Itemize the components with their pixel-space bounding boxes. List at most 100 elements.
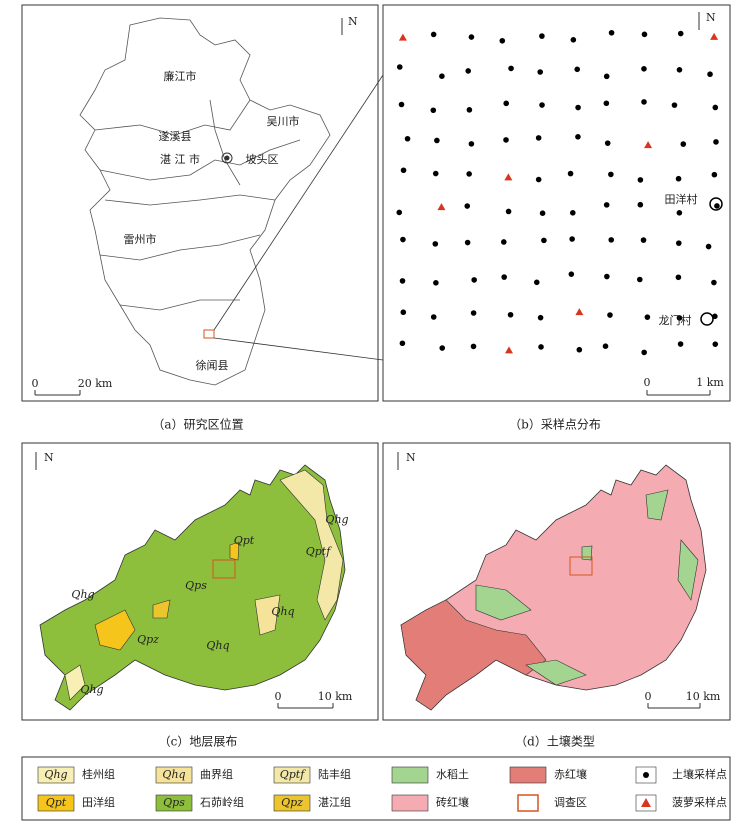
soil-point [464, 203, 471, 209]
soil-point [470, 343, 477, 350]
soil-point [714, 203, 720, 209]
soil-point [464, 239, 471, 246]
map-label: Qhg [71, 588, 94, 601]
legend-code: Qps [163, 796, 185, 809]
soil-point [466, 107, 473, 113]
soil-point [539, 33, 545, 39]
scale-label: 1 km [696, 376, 724, 389]
legend-code: Qhq [162, 768, 185, 781]
soil-point [711, 171, 718, 178]
soil-point [537, 314, 544, 321]
soil-point [568, 271, 575, 277]
panel-b-frame [382, 4, 731, 402]
legend-label: 石茆岭组 [200, 795, 244, 809]
pineapple-point [398, 33, 407, 41]
soil-point [604, 140, 611, 146]
pineapple-point [644, 141, 653, 149]
soil-point [671, 102, 678, 108]
soil-point [705, 243, 712, 250]
legend-label: 田洋组 [82, 795, 115, 809]
legend-box [635, 766, 657, 784]
legend-swatch [273, 766, 311, 784]
soil-point [468, 141, 475, 147]
soil-point [608, 237, 615, 243]
soil-point [539, 210, 546, 216]
legend-label: 赤红壤 [554, 767, 587, 781]
panel-a-frame [21, 4, 379, 402]
soil-point [468, 34, 475, 40]
soil-point [575, 104, 581, 111]
soil-point [677, 341, 684, 347]
soil-point [499, 37, 506, 44]
legend-swatch [273, 794, 311, 812]
scale-label: 0 [645, 690, 652, 703]
soil-point [602, 343, 609, 349]
map-label: 徐闻县 [196, 358, 229, 372]
soil-point [399, 340, 406, 347]
north-arrow: N [348, 15, 358, 28]
pineapple-point [437, 203, 446, 211]
soil-point [505, 208, 512, 215]
legend-swatch [155, 794, 193, 812]
legend-code: Qpz [281, 796, 303, 809]
soil-point [677, 30, 684, 37]
soil-point [396, 209, 403, 216]
legend-swatch [391, 794, 429, 812]
legend-label: 湛江组 [318, 795, 351, 809]
panel-caption: （d）土壤类型 [515, 734, 595, 749]
soil-point [432, 241, 439, 247]
soil-point [603, 202, 610, 208]
soil-point [501, 239, 507, 245]
map-label: 湛 江 市 [160, 152, 200, 166]
scale-label: 0 [275, 690, 282, 703]
soil-point [641, 349, 647, 356]
soil-point [676, 210, 683, 216]
panel-caption: （b）采样点分布 [509, 417, 601, 432]
map-label: 遂溪县 [159, 129, 192, 143]
soil-point [675, 240, 682, 246]
legend-label: 水稻土 [436, 768, 469, 781]
legend-label: 土壤采样点 [672, 767, 727, 781]
soil-point [637, 177, 644, 183]
strata-map [39, 464, 346, 711]
legend-swatch [155, 766, 193, 784]
soil-point [707, 71, 713, 78]
map-label: Qhg [325, 513, 348, 526]
soil-point [535, 176, 542, 183]
soil-point [507, 311, 514, 318]
soil-point [575, 134, 581, 140]
legend-dot [643, 772, 649, 778]
soil-point [535, 135, 542, 141]
map-label: Qps [185, 579, 207, 592]
soil-point [712, 104, 719, 111]
soil-point [711, 279, 717, 286]
soil-point [608, 29, 615, 36]
legend-label: 陆丰组 [318, 767, 351, 781]
legend-swatch [37, 766, 75, 784]
map-label: 廉江市 [164, 69, 197, 83]
legend-label: 菠萝采样点 [672, 795, 727, 809]
soil-point [676, 67, 683, 73]
soil-point [607, 312, 613, 318]
soil-point [641, 66, 647, 72]
scale-label: 0 [644, 376, 651, 389]
scale-label: 10 km [686, 690, 721, 703]
soil-point [570, 37, 577, 43]
soil-point [430, 314, 437, 320]
soil-point [576, 346, 583, 353]
region-map [34, 17, 384, 396]
legend-frame [21, 756, 731, 821]
soil-point [675, 274, 682, 281]
scale-label: 20 km [78, 377, 113, 390]
strata-scale [35, 452, 334, 709]
soil-point [398, 101, 405, 108]
legend-swatch [37, 794, 75, 812]
soil-point [508, 65, 514, 72]
pineapple-point [710, 32, 719, 40]
soil-point [637, 201, 644, 208]
map-label: 田洋村 [665, 192, 698, 206]
map-label: Qpz [137, 633, 159, 646]
soil-point [603, 100, 610, 107]
soil-point [644, 314, 651, 320]
